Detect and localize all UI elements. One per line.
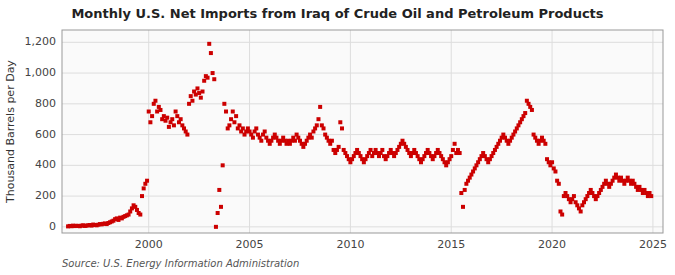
source-note: Source: U.S. Energy Information Administ…: [62, 258, 299, 269]
point: [150, 114, 154, 118]
chart: 0 200 400 600 800 1,000 1,200 2000 2005 2010 2015 2…: [0, 0, 675, 275]
y-tick-label: 400: [35, 158, 56, 171]
x-tick-label: 2010: [336, 238, 364, 251]
point: [453, 142, 457, 146]
x-tick-label: 2020: [538, 238, 566, 251]
x-grid-line: [148, 30, 149, 233]
y-grid-line: [62, 42, 663, 43]
point: [449, 154, 453, 158]
point: [209, 51, 213, 55]
point: [315, 123, 319, 127]
y-axis-label: Thousand Barrels per Day: [4, 60, 17, 204]
point: [550, 160, 554, 164]
point: [167, 125, 171, 129]
point: [170, 117, 174, 121]
grid: [62, 30, 663, 233]
point: [227, 123, 231, 127]
points: [66, 42, 653, 229]
x-tick-label: 2000: [135, 238, 163, 251]
y-tick-label: 200: [35, 189, 56, 202]
point: [263, 130, 267, 134]
point: [316, 117, 320, 121]
point: [138, 213, 142, 217]
point: [234, 114, 238, 118]
point: [189, 94, 193, 98]
point: [649, 194, 653, 198]
y-grid-line: [62, 73, 663, 74]
point: [174, 110, 178, 114]
point: [214, 225, 218, 229]
point: [337, 145, 341, 149]
point: [153, 99, 157, 103]
point: [179, 117, 183, 121]
point: [330, 139, 334, 143]
y-tick-label: 600: [35, 128, 56, 141]
point: [310, 136, 314, 140]
y-grid-line: [62, 165, 663, 166]
point: [461, 205, 465, 209]
x-grid-line: [350, 30, 351, 233]
x-tick-label: 2005: [236, 238, 264, 251]
point: [543, 142, 547, 146]
y-grid-line: [62, 134, 663, 135]
point: [530, 108, 534, 112]
point: [251, 136, 255, 140]
point: [523, 111, 527, 115]
plot-area: [62, 30, 663, 233]
point: [140, 194, 144, 198]
point: [142, 186, 146, 190]
point: [199, 96, 203, 100]
plot-frame: [62, 30, 663, 233]
point: [318, 105, 322, 109]
point: [165, 116, 169, 120]
point: [340, 126, 344, 130]
point: [557, 182, 561, 186]
point: [206, 76, 210, 80]
point: [219, 205, 223, 209]
axes: 0 200 400 600 800 1,000 1,200 2000 2005 2010 2015 2…: [25, 35, 667, 251]
point: [222, 102, 226, 106]
point: [185, 133, 189, 137]
point: [211, 71, 215, 75]
point: [148, 120, 152, 124]
point: [201, 90, 205, 94]
point: [145, 179, 149, 183]
point: [195, 86, 199, 90]
y-grid-line: [62, 226, 663, 227]
point: [190, 99, 194, 103]
point: [572, 194, 576, 198]
point: [232, 120, 236, 124]
point: [560, 213, 564, 217]
x-grid-line: [652, 30, 653, 233]
x-grid-line: [552, 30, 553, 233]
point: [553, 169, 557, 173]
point: [338, 120, 342, 124]
title: Monthly U.S. Net Imports from Iraq of Cr…: [71, 6, 603, 21]
point: [212, 77, 216, 81]
y-tick-label: 1,000: [25, 66, 57, 79]
point: [207, 42, 211, 46]
point: [224, 110, 228, 114]
point: [254, 126, 258, 130]
y-tick-label: 800: [35, 97, 56, 110]
x-grid-line: [451, 30, 452, 233]
point: [579, 209, 583, 213]
point: [221, 163, 225, 167]
y-tick-label: 1,200: [25, 35, 57, 48]
x-tick-label: 2015: [437, 238, 465, 251]
point: [322, 126, 326, 130]
point: [147, 110, 151, 114]
x-tick-label: 2025: [639, 238, 667, 251]
point: [158, 108, 162, 112]
point: [458, 151, 462, 155]
point: [216, 211, 220, 215]
point: [463, 188, 467, 192]
point: [172, 123, 176, 127]
point: [231, 110, 235, 114]
point: [259, 139, 263, 143]
point: [217, 188, 221, 192]
point: [380, 148, 384, 152]
y-tick-label: 0: [49, 220, 56, 233]
